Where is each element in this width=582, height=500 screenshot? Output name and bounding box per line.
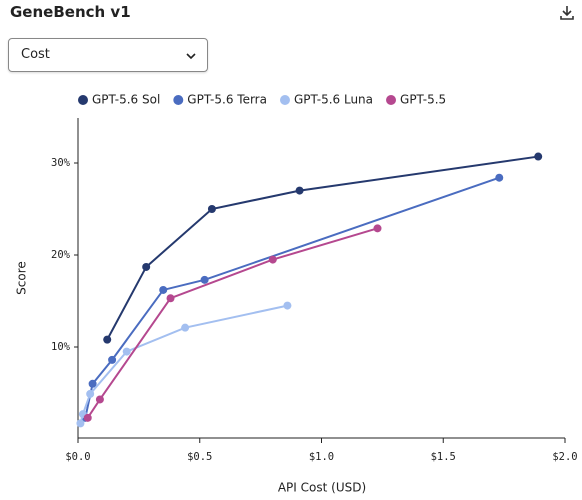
data-point — [76, 419, 85, 428]
legend-label: GPT-5.6 Sol — [92, 93, 160, 107]
data-point — [295, 186, 304, 195]
series-line — [86, 227, 378, 419]
data-point — [81, 413, 90, 422]
data-point — [142, 262, 151, 271]
x-tick-label: $0.5 — [187, 451, 212, 463]
metric-dropdown[interactable]: Cost — [8, 38, 208, 72]
legend-marker — [173, 95, 184, 105]
data-point — [495, 173, 504, 182]
y-tick-label: 20% — [51, 249, 71, 261]
page-title: GeneBench v1 — [10, 3, 131, 21]
legend-marker — [386, 95, 397, 105]
chevron — [186, 53, 196, 60]
x-tick-label: $1.5 — [431, 451, 456, 463]
download-button[interactable] — [558, 4, 576, 22]
data-point — [103, 335, 112, 344]
x-tick-label: $0.0 — [65, 451, 90, 463]
series-line — [79, 304, 288, 424]
data-point — [207, 205, 216, 213]
data-point — [122, 347, 131, 356]
data-point — [268, 255, 277, 264]
x-tick-label: $1.0 — [309, 451, 334, 463]
data-point — [83, 413, 92, 422]
data-point — [86, 389, 95, 398]
data-point — [534, 152, 543, 161]
data-point — [373, 224, 382, 233]
x-axis-label: API Cost (USD) — [278, 481, 366, 495]
series-line — [84, 176, 500, 419]
legend-label: GPT-5.6 Terra — [187, 93, 267, 107]
legend-marker — [78, 95, 88, 105]
data-point — [95, 395, 104, 404]
data-point — [108, 355, 117, 364]
data-point — [159, 285, 168, 294]
series-line — [106, 155, 539, 341]
data-point — [78, 410, 87, 419]
legend-label: GPT-5.6 Luna — [294, 93, 373, 107]
dropdown-value: Cost — [21, 47, 50, 62]
data-point — [283, 301, 292, 310]
data-point — [166, 294, 175, 303]
legend-label: GPT-5.5 — [400, 93, 446, 107]
legend-marker — [279, 95, 290, 105]
data-point — [200, 275, 209, 284]
y-tick-label: 30% — [51, 157, 71, 169]
y-axis-label: Score — [15, 261, 29, 295]
x-tick-label: $2.0 — [552, 451, 577, 463]
y-tick-label: 10% — [51, 341, 71, 353]
data-point — [181, 323, 190, 332]
data-point — [88, 379, 97, 388]
